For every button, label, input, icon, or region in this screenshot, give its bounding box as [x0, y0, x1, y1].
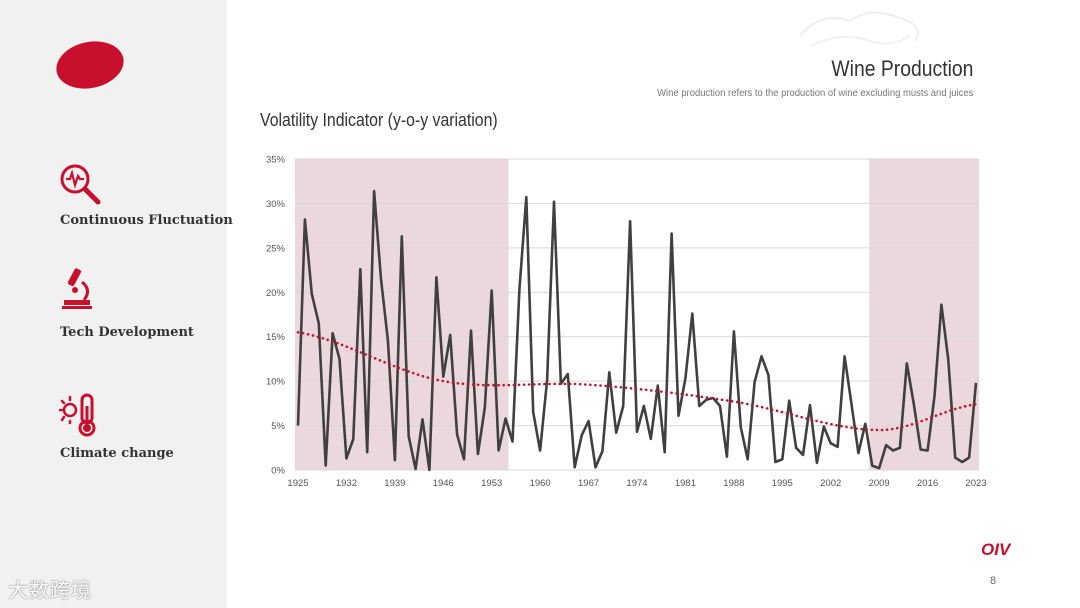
- x-tick-label: 1925: [287, 478, 308, 489]
- thermometer-sun-icon: [58, 393, 96, 437]
- microscope-icon: [62, 268, 92, 309]
- x-tick-label: 1967: [578, 478, 599, 489]
- series-line-volatility: [296, 189, 978, 472]
- chart-title: Volatility Indicator (y-o-y variation): [260, 110, 498, 130]
- feature-label: Continuous Fluctuation: [60, 213, 233, 228]
- x-tick-label: 1960: [530, 478, 551, 489]
- x-tick-label: 2002: [820, 478, 841, 489]
- x-tick-label: 1932: [336, 478, 357, 489]
- x-tick-label: 2016: [917, 478, 938, 489]
- y-tick-label: 0%: [271, 466, 285, 477]
- magnifier-pulse-icon: [60, 164, 101, 205]
- y-tick-label: 35%: [266, 155, 286, 166]
- y-tick-label: 15%: [266, 332, 286, 343]
- shaded-period: [869, 159, 979, 470]
- y-tick-label: 10%: [266, 377, 286, 388]
- oiv-logo: OIV: [981, 540, 1011, 559]
- sidebar: Continuous Fluctuation Tech Development …: [0, 0, 233, 608]
- y-tick-label: 30%: [266, 199, 286, 210]
- shaded-period: [295, 159, 509, 470]
- decorative-sketch: [799, 11, 919, 47]
- watermark-text: 大数跨境: [8, 578, 92, 602]
- x-tick-label: 2023: [965, 478, 986, 489]
- series-line-trend: [296, 331, 978, 432]
- page-number: 8: [990, 575, 997, 587]
- x-tick-label: 1974: [626, 478, 647, 489]
- feature-label: Climate change: [60, 446, 174, 461]
- page-subtitle: Wine production refers to the production…: [656, 87, 973, 99]
- x-tick-label: 1981: [675, 478, 696, 489]
- x-tick-label: 2009: [869, 478, 890, 489]
- x-tick-label: 1995: [772, 478, 793, 489]
- y-tick-label: 20%: [266, 288, 286, 299]
- feature-label: Tech Development: [60, 325, 194, 340]
- x-tick-label: 1988: [723, 478, 744, 489]
- y-tick-label: 5%: [271, 421, 285, 432]
- x-tick-label: 1939: [384, 478, 405, 489]
- x-tick-label: 1946: [433, 478, 454, 489]
- x-tick-label: 1953: [481, 478, 502, 489]
- y-tick-label: 25%: [266, 243, 286, 254]
- page-title: Wine Production: [830, 56, 973, 81]
